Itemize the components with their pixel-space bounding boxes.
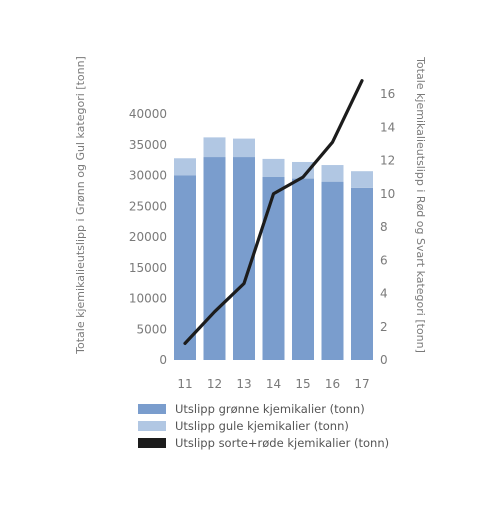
left-tick-label: 20000 bbox=[129, 230, 167, 244]
left-tick-label: 5000 bbox=[136, 322, 167, 336]
left-tick-label: 30000 bbox=[129, 169, 167, 183]
line-series-red-black bbox=[183, 79, 364, 345]
left-tick-label: 15000 bbox=[129, 261, 167, 275]
legend-label-line: Utslipp sorte+røde kjemikalier (tonn) bbox=[175, 436, 389, 450]
right-axis-ticks: 0 2 4 6 8 10 12 14 16 bbox=[380, 87, 395, 367]
legend-label-yellow: Utslipp gule kjemikalier (tonn) bbox=[175, 419, 349, 433]
right-tick-label: 6 bbox=[380, 253, 388, 267]
bar-yellow-15 bbox=[292, 161, 314, 179]
bar-layer bbox=[174, 137, 373, 360]
right-tick-label: 12 bbox=[380, 154, 395, 168]
bar-green-11 bbox=[174, 175, 196, 360]
bar-yellow-12 bbox=[203, 137, 226, 158]
bar-yellow-11 bbox=[174, 158, 196, 176]
right-tick-label: 10 bbox=[380, 187, 395, 201]
x-tick-label: 16 bbox=[325, 377, 340, 391]
x-tick-label: 11 bbox=[177, 377, 192, 391]
right-axis-title: Totale kjemikalieutslipp i Rød og Svart … bbox=[414, 56, 427, 353]
right-tick-label: 14 bbox=[380, 120, 395, 134]
bar-yellow-13 bbox=[233, 138, 255, 158]
right-tick-label: 16 bbox=[380, 87, 395, 101]
x-axis-ticks: 11 12 13 14 15 16 17 bbox=[177, 377, 369, 391]
right-tick-label: 0 bbox=[380, 353, 388, 367]
left-axis-ticks: 0 5000 10000 15000 20000 25000 30000 35000 40000 bbox=[129, 107, 167, 367]
bar-green-13 bbox=[233, 157, 255, 360]
bar-green-16 bbox=[321, 181, 344, 360]
x-tick-label: 17 bbox=[354, 377, 369, 391]
line-layer bbox=[183, 79, 364, 345]
legend: Utslipp grønne kjemikalier (tonn) Utslip… bbox=[138, 402, 389, 450]
bar-green-12 bbox=[203, 157, 226, 360]
right-tick-label: 2 bbox=[380, 320, 388, 334]
legend-swatch-line bbox=[138, 438, 166, 448]
left-tick-label: 25000 bbox=[129, 199, 167, 213]
left-tick-label: 35000 bbox=[129, 138, 167, 152]
legend-swatch-yellow bbox=[138, 421, 166, 431]
left-tick-label: 0 bbox=[159, 353, 167, 367]
bar-green-15 bbox=[292, 178, 314, 360]
left-tick-label: 10000 bbox=[129, 292, 167, 306]
right-tick-label: 8 bbox=[380, 220, 388, 234]
left-axis-title: Totale kjemikalieutslipp i Grønn og Gul … bbox=[74, 56, 87, 355]
legend-swatch-green bbox=[138, 404, 166, 414]
legend-label-green: Utslipp grønne kjemikalier (tonn) bbox=[175, 402, 365, 416]
bar-yellow-17 bbox=[351, 171, 373, 188]
bar-green-14 bbox=[262, 176, 285, 360]
x-tick-label: 15 bbox=[295, 377, 310, 391]
left-tick-label: 40000 bbox=[129, 107, 167, 121]
x-tick-label: 12 bbox=[207, 377, 222, 391]
right-tick-label: 4 bbox=[380, 287, 388, 301]
bar-green-17 bbox=[351, 187, 373, 360]
x-tick-label: 13 bbox=[236, 377, 251, 391]
bar-yellow-16 bbox=[321, 165, 344, 182]
bar-yellow-14 bbox=[262, 158, 285, 177]
x-tick-label: 14 bbox=[266, 377, 281, 391]
